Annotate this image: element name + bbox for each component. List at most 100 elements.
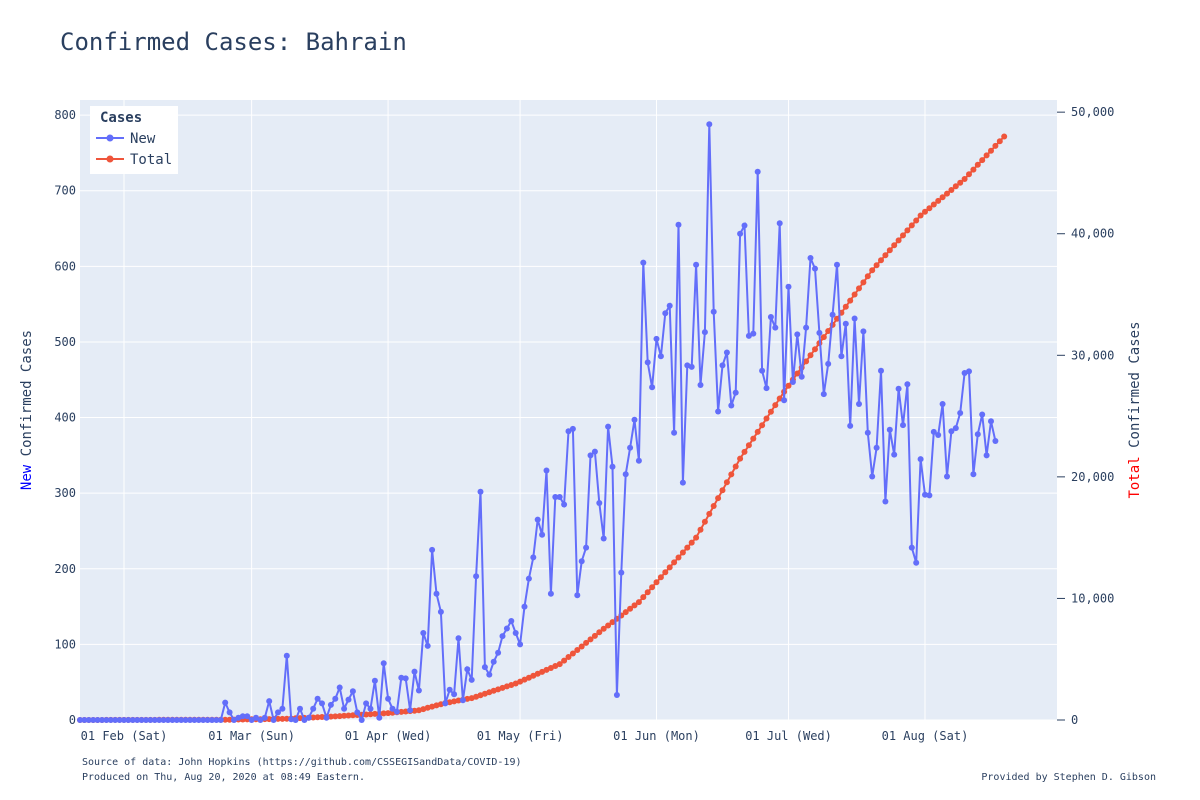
new-point	[226, 709, 233, 716]
new-point	[878, 367, 884, 374]
new-point	[283, 652, 290, 659]
new-point	[539, 531, 546, 538]
total-point	[349, 712, 356, 719]
total-point	[807, 352, 814, 359]
new-point	[239, 713, 246, 720]
total-point	[1001, 133, 1008, 140]
legend-new-label[interactable]: New	[130, 131, 156, 147]
total-point	[578, 643, 585, 650]
legend-total-label[interactable]: Total	[130, 152, 172, 168]
total-point	[684, 544, 691, 551]
total-point	[627, 605, 634, 612]
x-tick-label: 01 Jul (Wed)	[745, 729, 832, 743]
new-point	[248, 717, 255, 723]
new-point	[644, 359, 651, 366]
new-point	[407, 707, 414, 714]
new-point	[389, 705, 396, 712]
new-point	[847, 422, 854, 429]
left-y-tick-label: 100	[54, 637, 76, 651]
right-y-tick-label: 20,000	[1071, 470, 1114, 484]
total-point	[961, 176, 968, 182]
new-point	[935, 432, 942, 438]
new-point	[481, 664, 488, 671]
new-point	[948, 428, 955, 435]
new-point	[618, 569, 625, 576]
new-point	[393, 708, 400, 715]
new-point	[222, 699, 229, 706]
new-point	[908, 544, 915, 551]
new-point	[675, 221, 682, 228]
new-point	[552, 494, 559, 500]
new-point	[292, 717, 299, 723]
new-point	[525, 575, 532, 582]
x-axis-ticks: 01 Feb (Sat) 01 Mar (Sun) 01 Apr (Wed) 01 M…	[81, 729, 969, 743]
total-point	[644, 589, 651, 596]
total-point	[754, 428, 761, 435]
right-axis-title-highlight: Total	[1127, 456, 1143, 498]
total-point	[671, 559, 678, 566]
new-point	[583, 544, 590, 551]
total-point	[922, 208, 928, 215]
total-point	[675, 554, 682, 561]
new-point	[253, 714, 259, 721]
new-point	[803, 324, 810, 331]
right-axis-title: Total Confirmed Cases	[1127, 321, 1143, 498]
new-point	[653, 335, 660, 342]
total-point	[710, 503, 717, 509]
new-point	[341, 705, 348, 712]
total-point	[398, 708, 405, 715]
new-point	[547, 590, 554, 597]
new-point	[886, 426, 893, 433]
new-point	[385, 695, 392, 702]
new-point	[103, 717, 110, 723]
new-point	[838, 353, 845, 360]
new-point	[706, 121, 713, 128]
new-point	[688, 363, 695, 370]
new-point	[701, 329, 708, 336]
new-point	[578, 558, 585, 565]
total-point	[222, 716, 229, 723]
new-point	[979, 411, 986, 418]
total-point	[662, 569, 669, 576]
new-point	[301, 717, 308, 723]
new-point	[741, 222, 748, 229]
new-point	[926, 492, 933, 499]
new-point	[759, 367, 766, 374]
new-point	[468, 676, 475, 683]
new-point	[829, 311, 836, 318]
new-point	[891, 451, 898, 458]
x-tick-label: 01 May (Fri)	[477, 729, 564, 743]
left-axis-title-highlight: New	[19, 464, 35, 490]
right-y-axis-ticks: 0 10,000 20,000 30,000 40,000 50,000	[1057, 105, 1114, 727]
total-point	[569, 650, 576, 657]
total-point	[944, 190, 950, 197]
new-point	[345, 696, 352, 703]
right-y-tick-label: 30,000	[1071, 348, 1114, 362]
new-point	[464, 666, 471, 673]
new-point	[336, 684, 343, 691]
new-point	[666, 302, 673, 309]
left-y-tick-label: 800	[54, 108, 76, 122]
new-point	[257, 717, 264, 723]
x-tick-label: 01 Feb (Sat)	[81, 729, 168, 743]
total-point	[561, 657, 568, 664]
new-point	[649, 384, 656, 391]
total-point	[860, 279, 867, 286]
total-point	[759, 422, 766, 429]
new-point	[244, 713, 251, 720]
new-point	[151, 717, 158, 723]
left-y-tick-label: 300	[54, 486, 76, 500]
new-point	[319, 700, 325, 707]
new-point	[728, 402, 735, 409]
new-point	[613, 692, 620, 698]
x-tick-label: 01 Aug (Sat)	[882, 729, 969, 743]
total-point	[750, 435, 757, 442]
new-point	[605, 423, 612, 430]
right-axis-title-rest: Confirmed Cases	[1127, 321, 1143, 456]
total-point	[565, 654, 572, 660]
new-point	[530, 554, 537, 561]
new-point	[873, 444, 880, 451]
total-point	[600, 625, 607, 632]
new-point	[794, 331, 801, 338]
new-point	[191, 717, 198, 723]
